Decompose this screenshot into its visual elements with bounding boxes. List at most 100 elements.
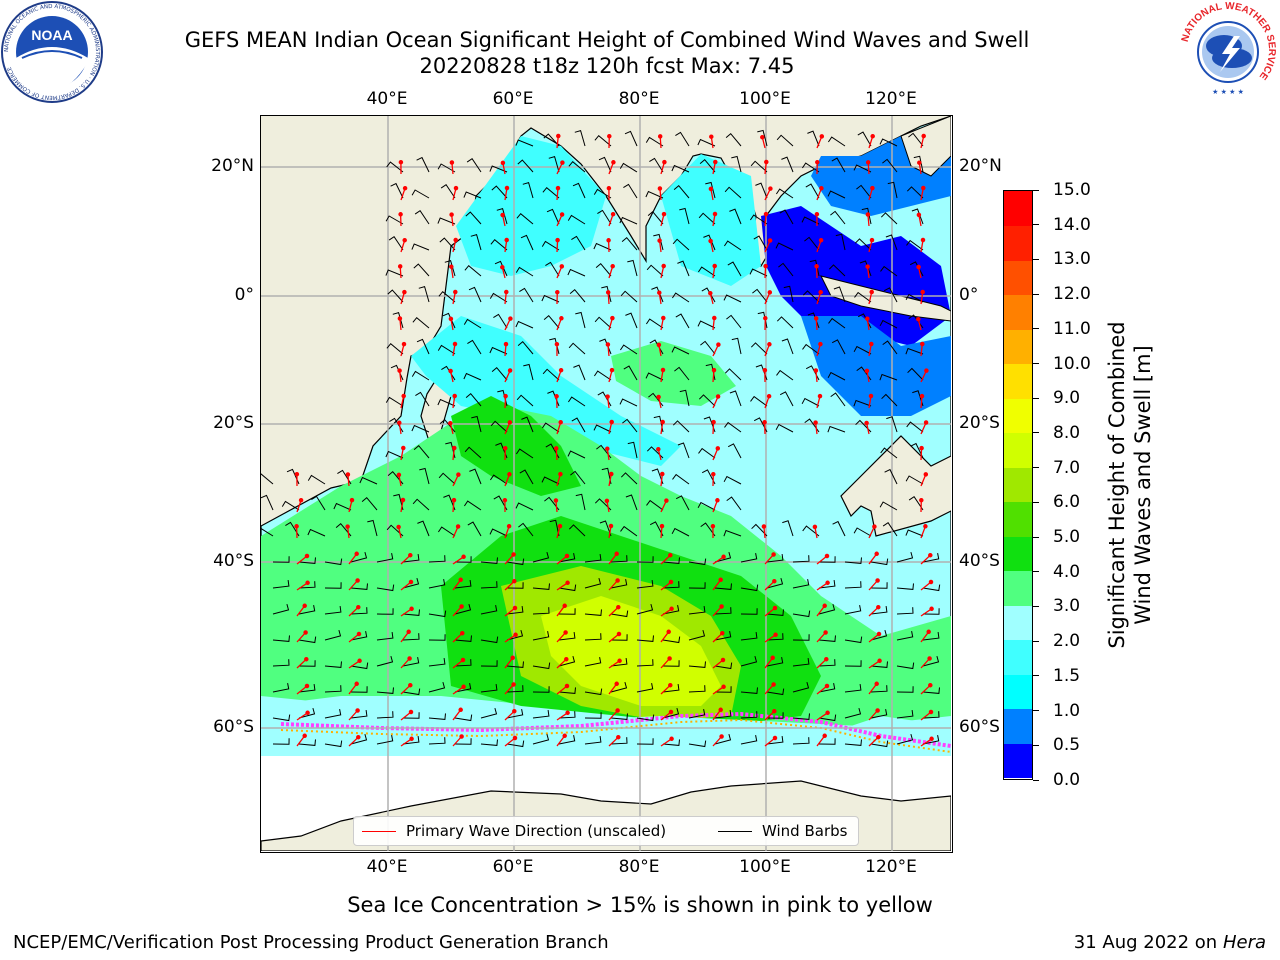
colorbar-tick-label: 7.0	[1053, 457, 1081, 478]
wind-barb	[723, 475, 742, 485]
wave-arrow-head	[920, 237, 926, 243]
wind-barb	[705, 181, 716, 199]
wind-barb	[781, 338, 794, 355]
wave-arrow-head	[767, 238, 773, 243]
wave-arrow-head	[294, 524, 299, 529]
wind-barb	[376, 608, 394, 615]
wave-arrow-head	[356, 604, 361, 610]
wave-arrow-head	[660, 471, 665, 477]
wind-barb	[714, 686, 732, 693]
wind-barb	[619, 398, 638, 407]
colorbar-segment	[1004, 605, 1032, 641]
wave-arrow-head	[825, 580, 830, 586]
wave-arrow-head	[710, 523, 716, 529]
wind-barb	[906, 186, 924, 199]
wind-barb	[646, 264, 664, 277]
wind-barb	[905, 529, 924, 537]
wind-barb	[490, 238, 508, 251]
wave-arrow-head	[657, 186, 663, 191]
colorbar-segment	[1004, 329, 1032, 365]
wave-arrow-head	[864, 420, 869, 426]
wind-barb	[688, 606, 706, 615]
wind-barb	[726, 496, 742, 511]
wind-barb	[752, 288, 768, 303]
wave-arrow-head	[711, 471, 716, 477]
wind-barb	[454, 580, 472, 589]
wind-barb	[647, 210, 664, 225]
wind-barb	[386, 524, 404, 537]
wind-barb	[416, 156, 430, 173]
wave-arrow-head	[876, 631, 882, 637]
wind-barb	[727, 443, 742, 459]
wind-barb	[818, 714, 837, 722]
wind-barb	[827, 136, 846, 147]
wind-barb	[298, 581, 316, 589]
wind-barb	[532, 733, 550, 745]
wave-arrow-head	[869, 341, 874, 347]
wind-barb	[480, 636, 499, 644]
wind-barb	[428, 579, 446, 589]
wave-arrow-head	[507, 472, 512, 477]
colorbar-tick-mark	[1033, 605, 1039, 607]
wave-arrow-head	[920, 289, 925, 295]
wind-barb	[740, 655, 758, 667]
wind-barb	[792, 737, 810, 745]
wave-arrow-head	[453, 289, 458, 295]
wind-barb	[388, 236, 404, 251]
wind-barb	[882, 522, 898, 537]
wind-barb	[544, 496, 560, 511]
wind-barb	[623, 183, 638, 199]
wave-arrow-head	[721, 554, 726, 560]
wind-barb	[701, 469, 716, 485]
wind-barb	[570, 470, 586, 485]
wind-barb	[519, 287, 534, 303]
wind-barb	[636, 659, 654, 667]
wind-barb	[653, 233, 664, 251]
wind-barb	[698, 447, 716, 459]
title-line-1: GEFS MEAN Indian Ocean Significant Heigh…	[184, 28, 1030, 52]
wave-zone-green	[611, 341, 736, 406]
wave-arrow-head	[661, 315, 666, 321]
wind-barb	[438, 290, 456, 303]
wind-barb	[831, 339, 846, 355]
wind-barb	[625, 494, 638, 511]
wind-barb	[751, 523, 768, 537]
wind-barb	[593, 188, 612, 199]
wave-arrow-head	[772, 708, 777, 714]
wave-arrow-head	[503, 393, 508, 399]
wind-barb	[922, 711, 940, 719]
wind-barb	[506, 661, 524, 668]
wind-barb	[518, 522, 534, 537]
wave-arrow-head	[916, 316, 921, 322]
wind-barb	[833, 286, 846, 303]
wave-arrow-head	[919, 497, 924, 503]
southeast-asia-land	[900, 116, 952, 177]
wind-barb	[415, 391, 430, 407]
wave-arrow-head	[659, 523, 665, 529]
wave-arrow-head	[564, 553, 570, 559]
wind-barb	[688, 582, 706, 589]
colorbar-segment	[1004, 708, 1032, 744]
wave-arrow-head	[294, 471, 300, 477]
colorbar-tick-mark	[1033, 744, 1039, 746]
wave-arrow-head	[668, 579, 674, 585]
wind-barb	[662, 739, 680, 746]
wind-barb	[593, 424, 612, 433]
wind-barb	[673, 184, 690, 199]
wave-arrow-head	[876, 734, 881, 740]
wind-barb	[480, 660, 498, 667]
wind-barb	[645, 318, 664, 329]
wave-arrow-head	[512, 708, 517, 714]
wave-arrow-head	[609, 367, 615, 373]
wind-barb	[883, 287, 898, 303]
wind-barb	[856, 184, 872, 199]
wind-barb	[610, 681, 628, 693]
colorbar-segment	[1004, 398, 1032, 434]
wind-barb	[454, 683, 472, 693]
wind-barb	[584, 657, 602, 667]
wind-barb	[714, 710, 732, 719]
wind-barb	[679, 389, 690, 407]
wind-barb	[402, 736, 420, 745]
wave-arrow-head	[660, 367, 666, 373]
wave-arrow-head	[662, 159, 667, 165]
